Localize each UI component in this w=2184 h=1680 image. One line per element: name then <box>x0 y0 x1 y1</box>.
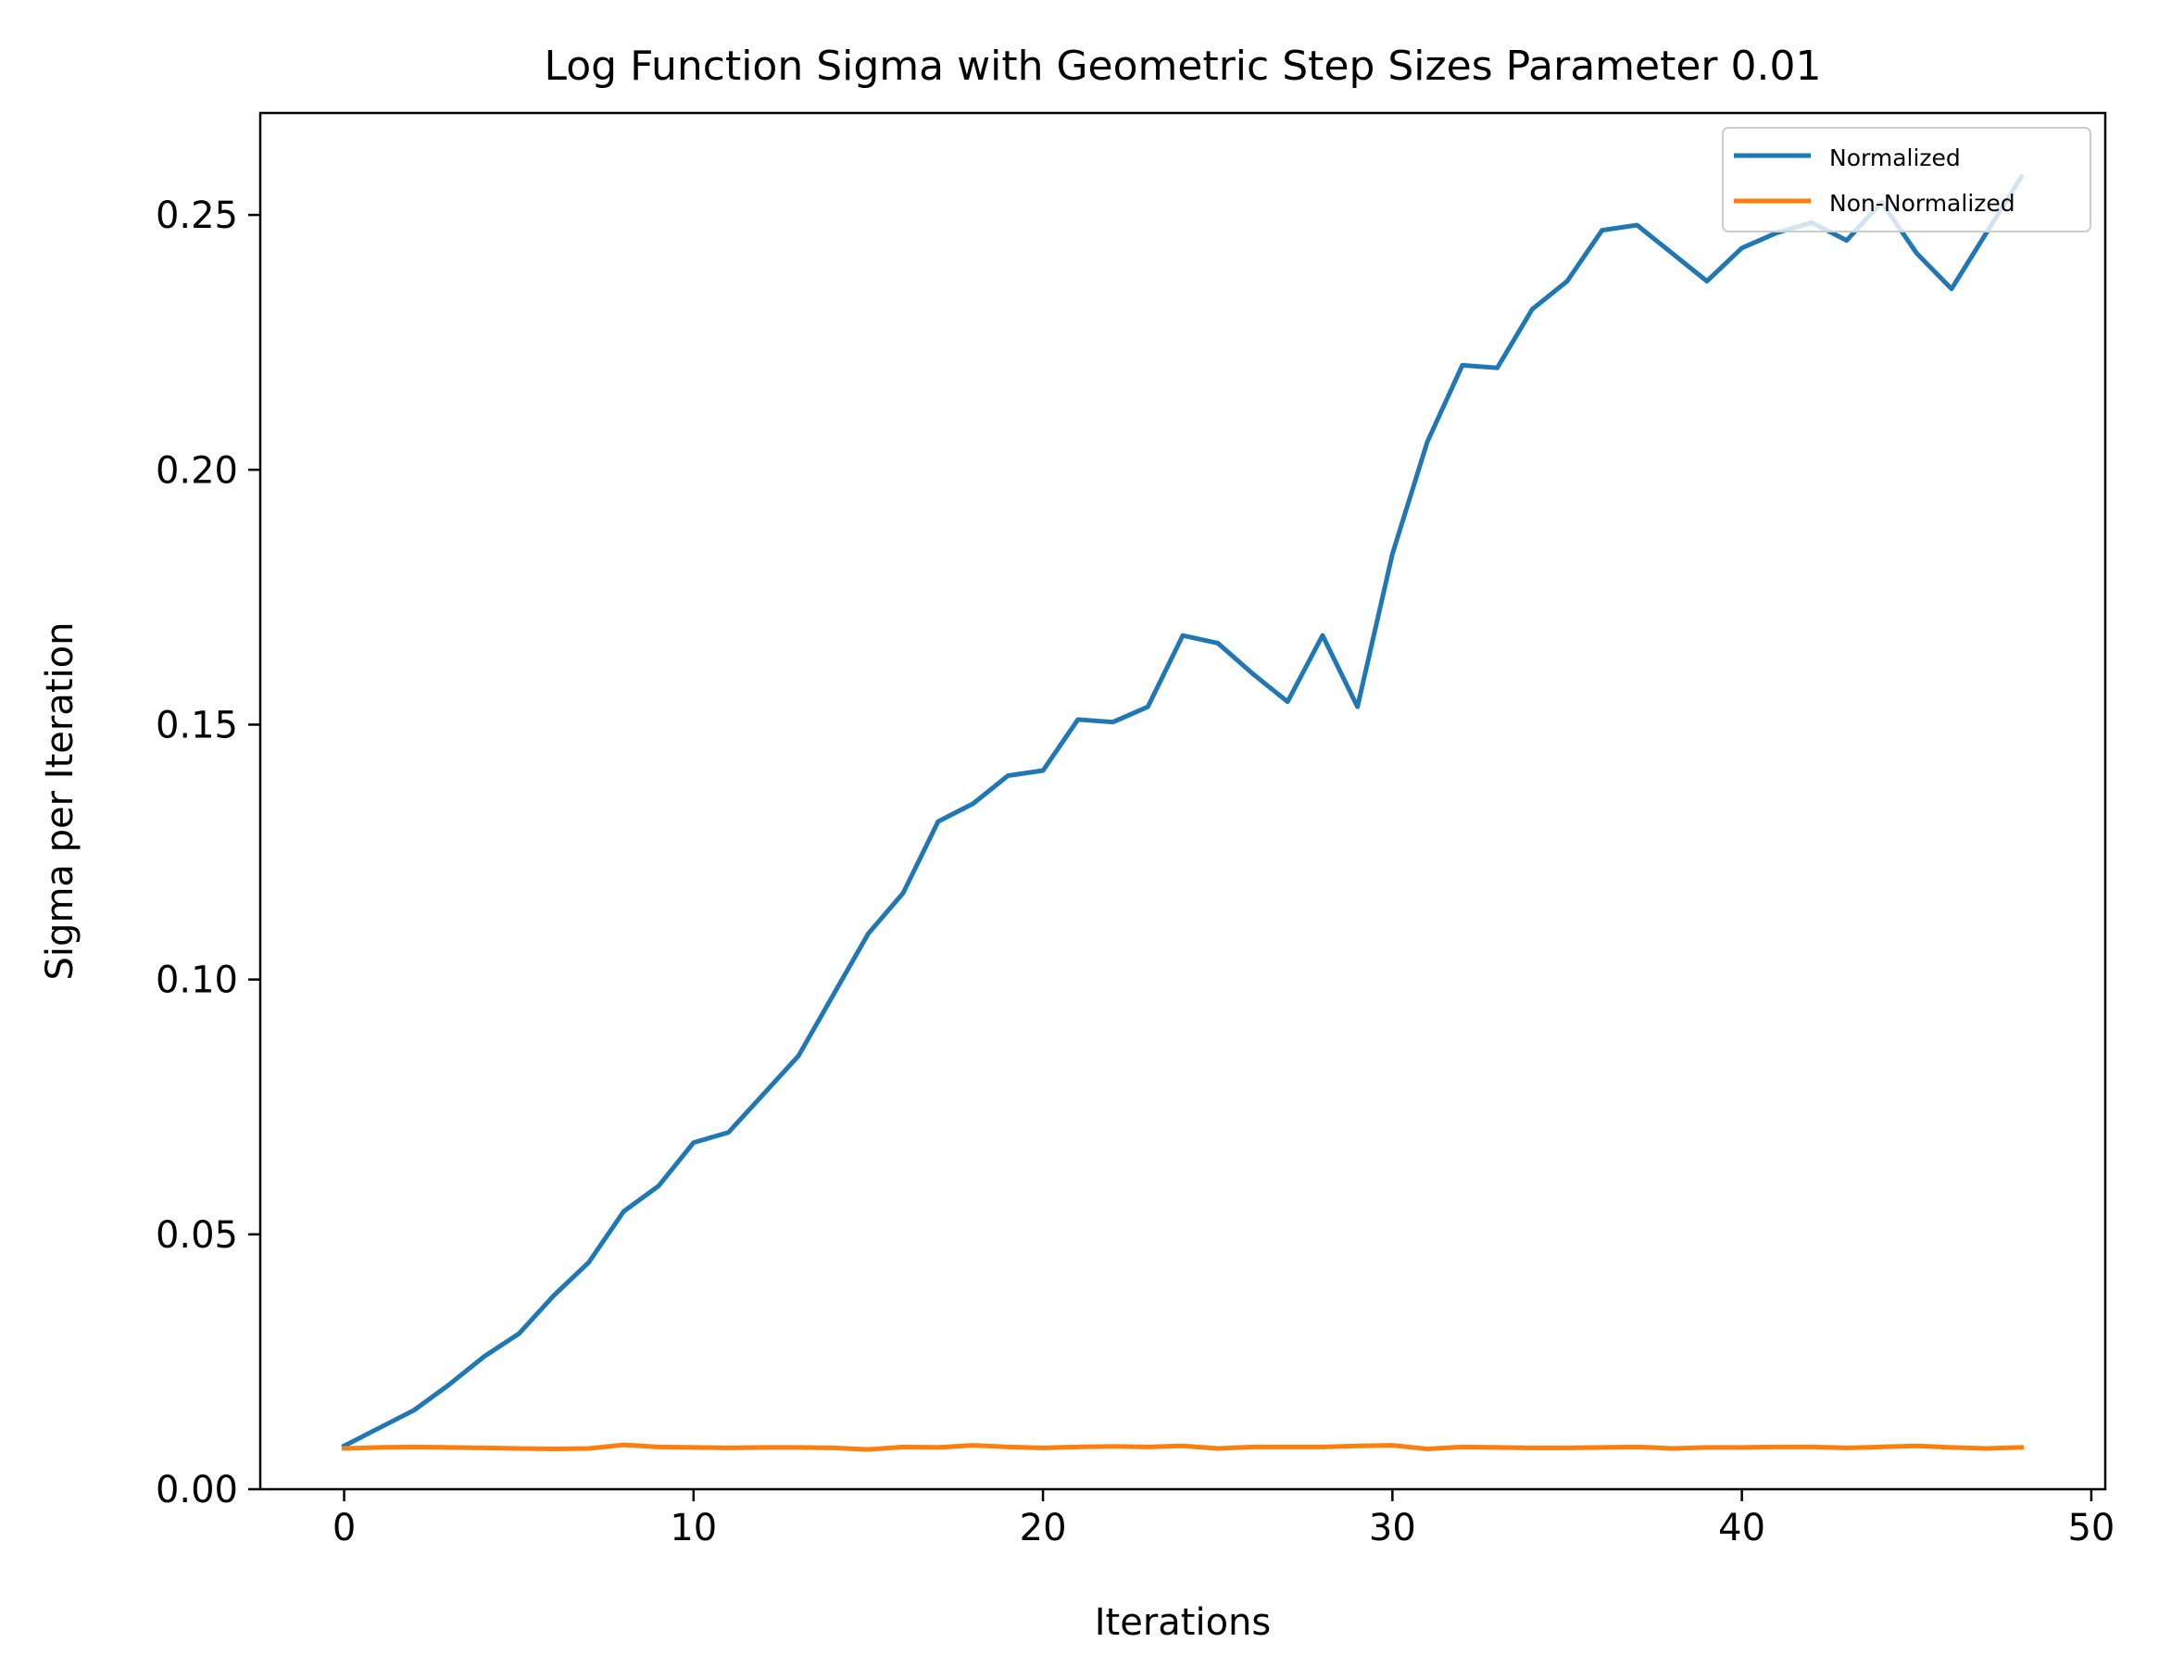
legend-label-normalized: Normalized <box>1829 144 1961 171</box>
chart-title: Log Function Sigma with Geometric Step S… <box>545 43 1822 90</box>
y-tick-label: 0.05 <box>156 1214 238 1257</box>
y-tick-label: 0.15 <box>156 704 238 746</box>
x-tick-label: 40 <box>1718 1507 1765 1549</box>
series-layer <box>341 173 2025 1452</box>
x-tick-label: 50 <box>2067 1507 2115 1549</box>
y-tick-label: 0.00 <box>156 1469 238 1511</box>
x-tick-label: 10 <box>670 1507 717 1549</box>
plot-area-frame <box>258 111 2107 1491</box>
legend-label-non-normalized: Non-Normalized <box>1829 190 2015 217</box>
x-tick-label: 30 <box>1369 1507 1416 1549</box>
series-line-non-normalized <box>341 1442 2025 1452</box>
legend-box <box>1722 127 2091 232</box>
x-tick-label: 20 <box>1020 1507 1067 1549</box>
legend: Normalized Non-Normalized <box>1722 127 2091 232</box>
y-axis-label: Sigma per Iteration <box>39 622 82 981</box>
y-tick-label: 0.25 <box>156 194 238 237</box>
x-axis-ticks: 0 10 20 30 40 50 <box>333 1489 2115 1549</box>
y-axis-ticks: 0.00 0.05 0.10 0.15 0.20 0.25 <box>156 194 260 1511</box>
x-axis-label: Iterations <box>1095 1601 1272 1644</box>
x-tick-label: 0 <box>333 1507 356 1549</box>
y-tick-label: 0.20 <box>156 449 238 492</box>
series-line-normalized <box>341 173 2025 1449</box>
y-tick-label: 0.10 <box>156 959 238 1002</box>
